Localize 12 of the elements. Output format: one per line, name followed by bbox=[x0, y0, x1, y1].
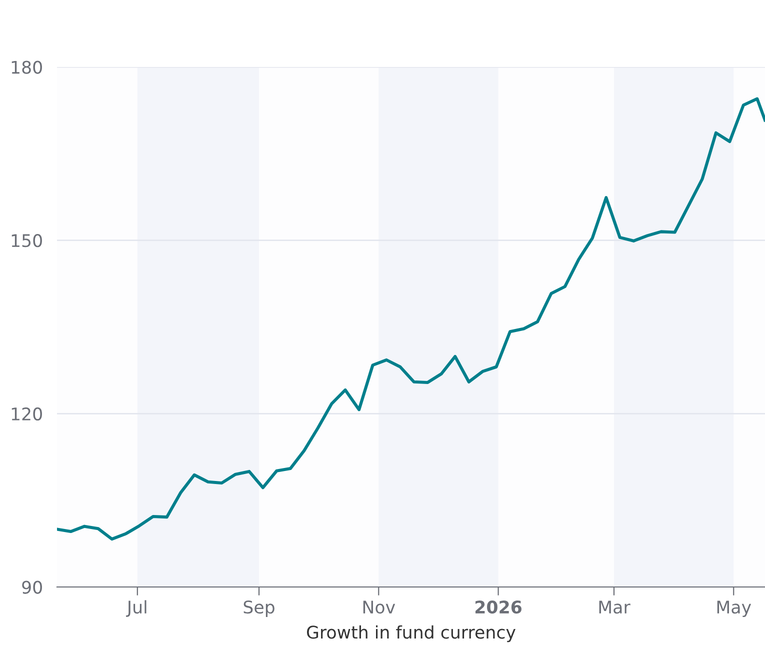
x-tick-label: Jul bbox=[126, 600, 146, 617]
y-tick-label: 90 bbox=[22, 580, 42, 594]
x-axis-title: Growth in fund currency bbox=[306, 625, 516, 642]
x-tick-label: 2026 bbox=[475, 600, 522, 614]
x-tick-label: May bbox=[717, 600, 752, 617]
y-tick-label: 120 bbox=[12, 407, 42, 421]
line-series bbox=[57, 97, 765, 541]
x-tick-label: Sep bbox=[244, 600, 274, 617]
y-tick-label: 150 bbox=[12, 234, 42, 248]
x-tick-label: Nov bbox=[363, 600, 396, 614]
y-tick-label: 180 bbox=[12, 60, 42, 74]
x-tick-label: Mar bbox=[599, 600, 630, 614]
